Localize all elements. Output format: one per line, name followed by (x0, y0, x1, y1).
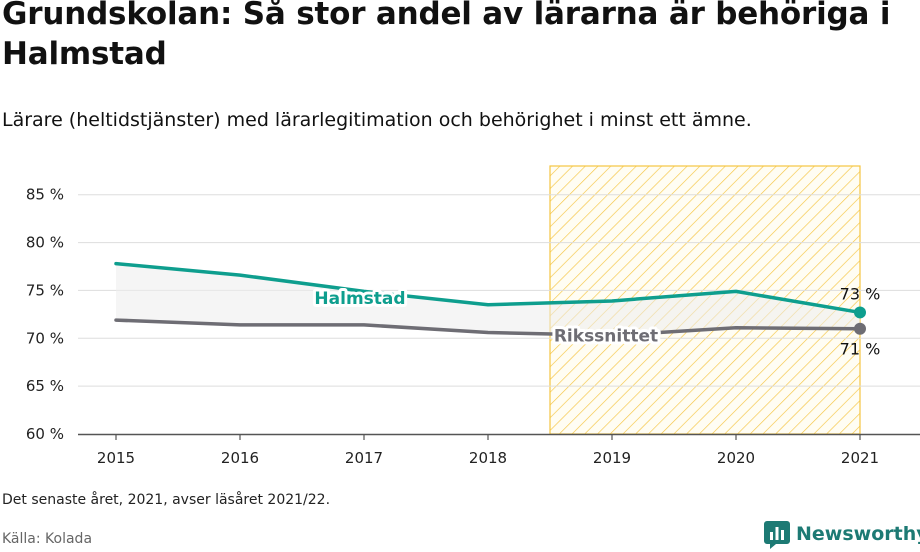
source-credit: Källa: Kolada (2, 531, 93, 547)
y-tick-label: 85 % (26, 186, 64, 204)
x-tick-label: 2016 (221, 449, 259, 467)
footnote: Det senaste året, 2021, avser läsåret 20… (2, 492, 331, 508)
gap-area (116, 263, 860, 336)
bar-chart-icon (764, 521, 790, 549)
chart-subtitle: Lärare (heltidstjänster) med lärarlegiti… (2, 109, 752, 131)
halmstad-series-label: Halmstad (314, 289, 405, 309)
x-tick-label: 2018 (469, 449, 507, 467)
y-tick-label: 70 % (26, 329, 64, 347)
riksnittet-line (114, 318, 862, 338)
newsworthy-logo: Newsworthy (764, 518, 920, 550)
x-tick-label: 2019 (593, 449, 631, 467)
halmstad-end-value: 73 % (840, 284, 881, 303)
riksnittet-endpoint (854, 322, 866, 335)
riksnittet-end-value: 71 % (840, 340, 881, 359)
halmstad-endpoint (854, 306, 866, 319)
x-tick-label: 2015 (97, 449, 135, 467)
x-tick-label: 2021 (841, 449, 879, 467)
x-tick-label: 2020 (717, 449, 755, 467)
brand-name: Newsworthy (796, 523, 920, 545)
x-tick-label: 2017 (345, 449, 383, 467)
y-tick-label: 75 % (26, 281, 64, 299)
y-tick-label: 80 % (26, 234, 64, 252)
line-chart: 60 % 65 % 70 % 75 % 80 % 85 % 2015 2016 2017 201… (26, 165, 920, 467)
y-tick-label: 65 % (26, 377, 64, 395)
halmstad-line (114, 261, 862, 315)
chart-title: Grundskolan: Så stor andel av lärarna är… (2, 0, 891, 72)
riksnittet-series-label: Rikssnittet (554, 326, 658, 346)
y-tick-label: 60 % (26, 425, 64, 443)
